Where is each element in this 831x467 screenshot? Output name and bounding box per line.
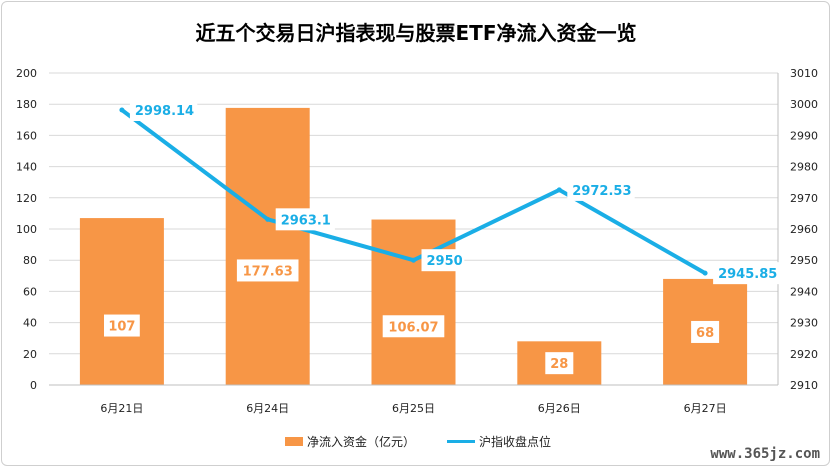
bar (225, 107, 310, 385)
line-point (556, 187, 562, 193)
right-axis-tick-label: 2930 (790, 317, 818, 330)
right-axis-tick-label: 2910 (790, 379, 818, 392)
line-data-label: 2945.85 (718, 267, 777, 282)
x-axis-tick-label: 6月26日 (538, 402, 581, 415)
line-data-label: 2963.1 (281, 213, 331, 228)
right-axis-tick-label: 3000 (790, 98, 818, 111)
right-axis-tick-label: 2980 (790, 161, 818, 174)
right-axis: 2910 2920 2930 2940 2950 2960 2970 2980 2990 3000… (777, 67, 818, 392)
line-data-label: 2998.14 (135, 104, 194, 119)
line-data-label-box (567, 178, 635, 201)
left-axis-tick-label: 0 (30, 379, 37, 392)
left-axis-tick-label: 80 (23, 254, 37, 267)
right-axis-tick-label: 2920 (790, 348, 818, 361)
x-axis-tick-label: 6月21日 (100, 402, 143, 415)
chart-title: 近五个交易日沪指表现与股票ETF净流入资金一览 (196, 21, 637, 45)
right-axis-tick-label: 2950 (790, 254, 818, 267)
bar-data-label-box (104, 314, 140, 337)
line-point (702, 270, 708, 276)
left-axis-tick-label: 120 (16, 192, 37, 205)
x-axis: 6月21日 6月24日 6月25日 6月26日 6月27日 (49, 384, 778, 415)
bar-data-label-box (691, 320, 720, 343)
line-data-label: 2950 (427, 254, 463, 269)
left-axis-tick-label: 200 (16, 67, 37, 80)
watermark-text: www.365jz.com (710, 446, 820, 462)
right-axis-tick-label: 3010 (790, 67, 818, 80)
x-axis-tick-label: 6月24日 (246, 402, 289, 415)
line-data-labels: 2998.14 2963.1 2950 2972.53 2945.85 (129, 99, 781, 285)
bar-data-label: 68 (696, 326, 714, 341)
right-axis-tick-label: 2960 (790, 223, 818, 236)
line-point (265, 216, 271, 222)
line-point (411, 257, 416, 263)
left-axis-tick-label: 180 (16, 98, 37, 111)
line-point (119, 107, 125, 113)
bar-series (79, 107, 748, 385)
bar-data-label-box (382, 315, 445, 338)
legend: 净流入资金（亿元） 沪指收盘点位 (285, 434, 551, 449)
left-axis-tick-label: 100 (16, 223, 37, 236)
bar-data-label-box (236, 259, 299, 282)
left-axis-tick-label: 160 (16, 129, 37, 142)
right-axis-tick-label: 2990 (790, 129, 818, 142)
line-data-label-box (713, 262, 781, 285)
left-axis-tick-label: 140 (16, 161, 37, 174)
bar (79, 218, 164, 385)
bar-data-label: 28 (550, 357, 568, 372)
bar-data-label: 106.07 (388, 320, 438, 335)
x-axis-tick-label: 6月25日 (392, 402, 435, 415)
line-data-label-box (275, 208, 335, 231)
legend-swatch-bar (285, 437, 303, 446)
x-axis-tick-label: 6月27日 (684, 402, 727, 415)
right-axis-tick-label: 2940 (790, 285, 818, 298)
line-data-label-box (129, 99, 198, 122)
bar-data-labels: 107 177.63 106.07 28 68 (104, 259, 720, 375)
left-axis: 0 20 40 60 80 100 120 140 160 180 200 (16, 67, 37, 392)
line-data-label-box (421, 249, 465, 272)
bar-data-label: 107 (108, 320, 135, 335)
left-axis-tick-label: 40 (23, 317, 37, 330)
line-series (119, 107, 708, 276)
bar-data-label: 177.63 (243, 264, 293, 279)
legend-label-bar: 净流入资金（亿元） (307, 434, 415, 449)
right-axis-tick-label: 2970 (790, 192, 818, 205)
left-axis-tick-label: 20 (23, 348, 37, 361)
bar-data-label-box (545, 352, 574, 375)
line-data-label: 2972.53 (572, 184, 631, 199)
left-axis-tick-label: 60 (23, 285, 37, 298)
legend-label-line: 沪指收盘点位 (479, 434, 551, 449)
